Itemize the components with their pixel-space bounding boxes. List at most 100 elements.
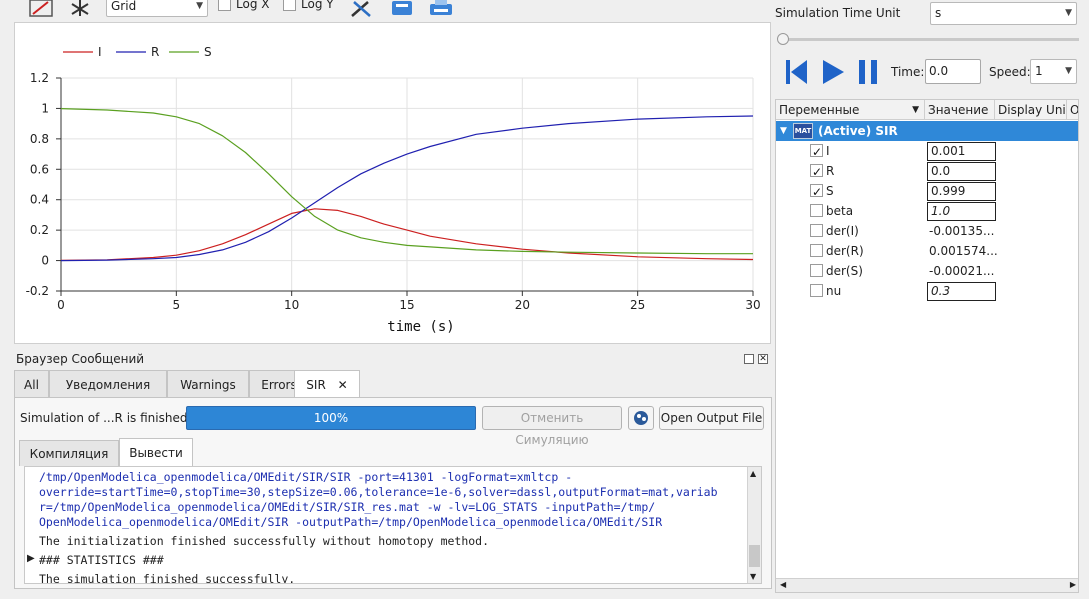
- collapse-arrow-icon[interactable]: ▼: [780, 126, 787, 136]
- variable-value-input[interactable]: 0.3: [927, 282, 996, 301]
- tab-warnings[interactable]: Warnings: [167, 370, 249, 398]
- tree-root-row[interactable]: ▼ MAT (Active) SIR: [776, 121, 1078, 141]
- fit-in-view-button[interactable]: [28, 0, 56, 18]
- variable-name: der(S): [826, 264, 863, 278]
- x-tick-label: 25: [630, 298, 645, 312]
- variable-value-input[interactable]: 0.001: [927, 142, 996, 161]
- output-line: override=startTime=0,stopTime=30,stepSiz…: [39, 485, 718, 499]
- scroll-thumb[interactable]: [749, 545, 760, 567]
- variable-row[interactable]: R 0.0: [776, 161, 1078, 182]
- variable-row[interactable]: der(I) -0.00135...: [776, 221, 1078, 241]
- output-line: The simulation finished successfully.: [39, 572, 296, 584]
- play-button[interactable]: [820, 58, 846, 89]
- tab-notifications[interactable]: Уведомления: [49, 370, 167, 398]
- variable-plot-checkbox[interactable]: [810, 142, 823, 162]
- print-icon: [430, 0, 452, 15]
- pause-button[interactable]: [856, 58, 882, 89]
- close-panel-icon[interactable]: ✕: [758, 354, 768, 364]
- time-slider-track[interactable]: [780, 38, 1079, 41]
- logx-checkbox[interactable]: [218, 0, 231, 11]
- scroll-down-icon[interactable]: ▼: [750, 572, 757, 581]
- tab-label: Уведомления: [65, 378, 151, 392]
- variables-hscrollbar[interactable]: ◀ ▶: [776, 578, 1078, 592]
- rewind-button[interactable]: [783, 58, 809, 89]
- variable-row[interactable]: der(R) 0.001574...: [776, 241, 1078, 261]
- variable-value: 0.0: [931, 164, 951, 178]
- column-header-value[interactable]: Значение: [925, 100, 995, 120]
- fit-in-view-icon: [29, 0, 53, 17]
- chevron-down-icon: ▼: [1065, 66, 1072, 76]
- animation-button[interactable]: [628, 406, 654, 430]
- legend-label-R: R: [151, 45, 159, 59]
- tools-icon: [351, 1, 371, 17]
- variable-row[interactable]: beta 1.0: [776, 201, 1078, 221]
- variable-value-input[interactable]: 0.0: [927, 162, 996, 181]
- pan-button[interactable]: [66, 0, 94, 18]
- variable-row[interactable]: der(S) -0.00021...: [776, 261, 1078, 281]
- tab-sir[interactable]: SIR ✕: [294, 370, 360, 398]
- subtab-output[interactable]: Вывести: [119, 438, 193, 467]
- subtab-compilation[interactable]: Компиляция: [19, 440, 119, 466]
- float-panel-icon[interactable]: [744, 354, 754, 364]
- output-scrollbar[interactable]: ▲ ▼: [747, 467, 761, 583]
- grid-combo[interactable]: Grid ▼: [106, 0, 208, 17]
- close-tab-icon[interactable]: ✕: [337, 378, 348, 392]
- variable-row[interactable]: I 0.001: [776, 141, 1078, 162]
- time-unit-combo[interactable]: s ▼: [930, 2, 1077, 25]
- scroll-left-icon[interactable]: ◀: [780, 580, 787, 589]
- scroll-up-icon[interactable]: ▲: [750, 469, 757, 478]
- column-header-display-unit[interactable]: Display Unit: [995, 100, 1067, 120]
- open-output-file-button[interactable]: Open Output File: [659, 406, 764, 430]
- setup-button[interactable]: [348, 0, 376, 18]
- variable-plot-checkbox[interactable]: [810, 284, 823, 297]
- simulation-time-unit-label: Simulation Time Unit: [775, 6, 901, 20]
- output-line: r=/tmp/OpenModelica_openmodelica/OMEdit/…: [39, 500, 656, 514]
- skip-back-icon: [786, 60, 807, 84]
- export-icon: [392, 1, 412, 15]
- time-slider-handle[interactable]: [777, 33, 789, 45]
- tab-label: All: [24, 378, 39, 392]
- variable-row[interactable]: S 0.999: [776, 181, 1078, 202]
- simulation-progress-bar: 100%: [186, 406, 476, 430]
- column-header-label: Or: [1070, 103, 1079, 117]
- variable-name: der(I): [826, 224, 859, 238]
- variable-value-input[interactable]: 0.999: [927, 182, 996, 201]
- logy-checkbox[interactable]: [283, 0, 296, 11]
- tab-label: Warnings: [180, 378, 236, 392]
- plot-area[interactable]: 0 5 10 15 20 25 30 -0.2 0 0.2 0.4 0.6 0.8 1 1.2 time (s…: [14, 22, 771, 344]
- mat-file-icon: MAT: [793, 123, 813, 139]
- tab-label: Errors: [261, 378, 297, 392]
- expand-arrow-icon[interactable]: ▶: [27, 553, 35, 564]
- time-unit-value: s: [935, 6, 942, 20]
- x-tick-label: 5: [173, 298, 181, 312]
- time-input[interactable]: 0.0: [925, 59, 981, 84]
- variable-plot-checkbox[interactable]: [810, 264, 823, 277]
- variable-plot-checkbox[interactable]: [810, 182, 823, 202]
- time-input-value: 0.0: [929, 64, 949, 78]
- sir-plot: 0 5 10 15 20 25 30 -0.2 0 0.2 0.4 0.6 0.8 1 1.2 time (s…: [26, 45, 761, 335]
- variable-plot-checkbox[interactable]: [810, 204, 823, 217]
- speed-label: Speed:: [989, 65, 1031, 79]
- column-header-other[interactable]: Or: [1067, 100, 1079, 120]
- subtab-label: Компиляция: [29, 447, 109, 461]
- simulation-output-log[interactable]: /tmp/OpenModelica_openmodelica/OMEdit/SI…: [24, 466, 762, 584]
- variable-value-input[interactable]: 1.0: [927, 202, 996, 221]
- variable-row[interactable]: nu 0.3: [776, 281, 1078, 301]
- variable-plot-checkbox[interactable]: [810, 224, 823, 237]
- scroll-right-icon[interactable]: ▶: [1069, 580, 1076, 589]
- x-tick-label: 30: [745, 298, 760, 312]
- tab-all[interactable]: All: [14, 370, 49, 398]
- speed-combo[interactable]: 1 ▼: [1030, 59, 1077, 84]
- variable-name: der(R): [826, 244, 864, 258]
- variable-plot-checkbox[interactable]: [810, 244, 823, 257]
- cancel-simulation-label: Отменить Симуляцию: [515, 411, 589, 447]
- column-header-variables[interactable]: Переменные ▼: [776, 100, 925, 120]
- y-tick-label: 0.6: [30, 162, 49, 176]
- export-image-button[interactable]: [390, 0, 418, 18]
- variable-plot-checkbox[interactable]: [810, 162, 823, 182]
- output-line: ### STATISTICS ###: [39, 553, 164, 567]
- tree-root-label: (Active) SIR: [818, 124, 898, 138]
- y-tick-label: 0: [41, 254, 49, 268]
- cancel-simulation-button[interactable]: Отменить Симуляцию: [482, 406, 622, 447]
- print-button[interactable]: [428, 0, 456, 18]
